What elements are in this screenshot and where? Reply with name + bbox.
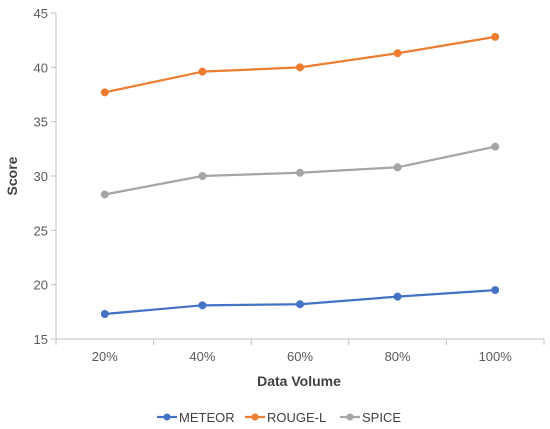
legend-item-meteor: METEOR [157, 410, 235, 425]
legend-item-spice: SPICE [340, 410, 401, 425]
x-axis-title: Data Volume [257, 373, 341, 389]
y-tick-label: 15 [34, 332, 48, 347]
y-tick-label: 30 [34, 169, 48, 184]
data-point-meteor [100, 310, 109, 319]
x-tick-label: 60% [287, 349, 313, 364]
legend-label: METEOR [179, 410, 235, 425]
y-tick-label: 45 [34, 6, 48, 21]
data-point-meteor [296, 300, 304, 309]
x-tick-label: 40% [189, 349, 215, 364]
data-point-meteor [393, 292, 402, 301]
legend-item-rouge-l: ROUGE-L [245, 410, 326, 425]
legend: METEOR ROUGE-L SPICE [157, 410, 401, 425]
data-point-rouge-l [393, 49, 402, 58]
x-tick-label: 20% [92, 349, 118, 364]
data-point-rouge-l [100, 88, 109, 97]
data-point-spice [198, 172, 207, 180]
data-point-spice [100, 190, 109, 199]
data-point-rouge-l [491, 32, 500, 41]
data-point-rouge-l [198, 67, 207, 76]
data-point-spice [491, 142, 500, 151]
legend-marker [163, 413, 171, 421]
legend-marker [346, 413, 354, 421]
series-rouge-l [100, 32, 500, 97]
x-tick-label: 100% [479, 349, 513, 364]
series-spice [100, 142, 500, 199]
data-point-rouge-l [296, 63, 304, 72]
legend-label: SPICE [362, 410, 401, 425]
legend-marker [251, 413, 259, 421]
y-tick-label: 35 [34, 115, 48, 130]
y-axis-ticks: 15 20 25 30 35 40 45 [34, 6, 56, 347]
data-point-spice [393, 163, 402, 172]
data-point-spice [296, 168, 304, 177]
y-tick-label: 20 [34, 278, 48, 293]
series-layer [100, 32, 500, 319]
x-axis-ticks: 20% 40% 60% 80% 100% [55, 339, 545, 364]
data-point-meteor [198, 301, 207, 310]
y-tick-label: 25 [34, 223, 48, 238]
legend-label: ROUGE-L [267, 410, 326, 425]
x-tick-label: 80% [385, 349, 411, 364]
series-meteor [100, 286, 500, 319]
y-axis-title: Score [4, 156, 20, 195]
y-tick-label: 40 [34, 60, 48, 75]
data-point-meteor [491, 286, 500, 295]
